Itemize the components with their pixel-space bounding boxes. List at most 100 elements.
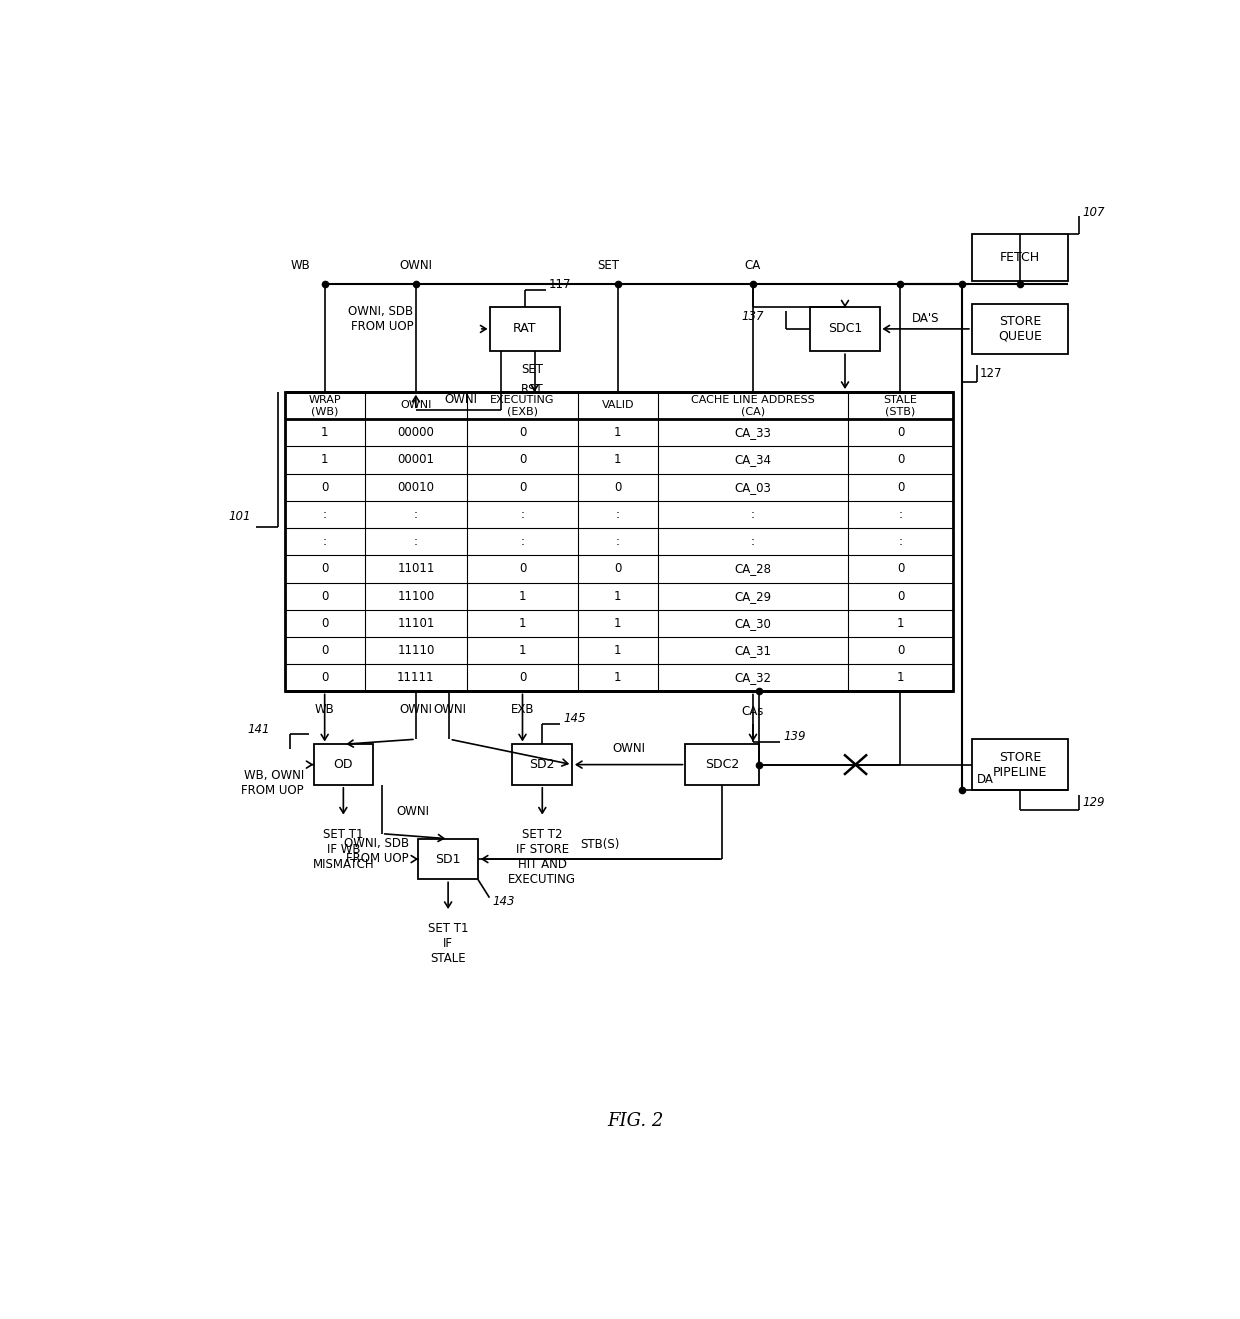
Text: OD: OD (334, 758, 353, 772)
Text: OWNI: OWNI (444, 393, 477, 406)
Text: 0: 0 (321, 644, 329, 657)
Text: RST: RST (521, 384, 544, 396)
Text: :: : (616, 536, 620, 549)
Text: :: : (322, 508, 326, 521)
Text: 0: 0 (897, 644, 904, 657)
Bar (490, 306, 559, 351)
Text: CACHE LINE ADDRESS
(CA): CACHE LINE ADDRESS (CA) (691, 394, 815, 417)
Text: OWNI: OWNI (399, 703, 433, 716)
Text: 0: 0 (897, 562, 904, 575)
Text: 00001: 00001 (397, 454, 434, 467)
Text: RAT: RAT (513, 322, 537, 335)
Text: FETCH: FETCH (999, 252, 1040, 264)
Text: EXB: EXB (511, 703, 534, 716)
Text: 0: 0 (518, 426, 526, 439)
Text: 1: 1 (614, 426, 621, 439)
Text: 11100: 11100 (397, 590, 434, 603)
Text: 0: 0 (518, 480, 526, 493)
Bar (972, 739, 1068, 790)
Text: SET: SET (522, 363, 543, 376)
Text: 137: 137 (742, 310, 764, 323)
Text: CA_30: CA_30 (734, 617, 771, 630)
Text: 1: 1 (614, 617, 621, 630)
Text: 0: 0 (897, 480, 904, 493)
Text: WB, OWNI
FROM UOP: WB, OWNI FROM UOP (242, 769, 304, 797)
Text: SET: SET (598, 260, 619, 273)
Text: CA_32: CA_32 (734, 671, 771, 685)
Text: DA'S: DA'S (911, 313, 940, 326)
Text: CA_28: CA_28 (734, 562, 771, 575)
Text: SET T1
IF WB
MISMATCH: SET T1 IF WB MISMATCH (312, 827, 374, 871)
Text: SD1: SD1 (435, 852, 461, 865)
Text: 143: 143 (492, 896, 515, 909)
Text: OWNI: OWNI (399, 260, 433, 273)
Text: CA_34: CA_34 (734, 454, 771, 467)
Text: :: : (751, 508, 755, 521)
Bar (512, 744, 572, 785)
Text: 0: 0 (614, 562, 621, 575)
Text: :: : (899, 536, 903, 549)
Text: STB(S): STB(S) (580, 839, 620, 851)
Text: 1: 1 (897, 671, 904, 685)
Text: 00010: 00010 (397, 480, 434, 493)
Text: 145: 145 (563, 712, 587, 725)
Text: 117: 117 (549, 278, 572, 290)
Text: 11111: 11111 (397, 671, 434, 685)
Bar (686, 744, 759, 785)
Text: :: : (414, 508, 418, 521)
Text: 1: 1 (614, 644, 621, 657)
Text: 0: 0 (614, 480, 621, 493)
Bar (314, 744, 373, 785)
Text: 141: 141 (248, 723, 270, 736)
Text: 1: 1 (518, 590, 526, 603)
Text: CA_31: CA_31 (734, 644, 771, 657)
Text: :: : (899, 508, 903, 521)
Text: OWNI: OWNI (613, 741, 645, 754)
Text: 0: 0 (321, 671, 329, 685)
Text: EXECUTING
(EXB): EXECUTING (EXB) (490, 394, 554, 417)
Text: 0: 0 (897, 426, 904, 439)
Text: CA_29: CA_29 (734, 590, 771, 603)
Text: 0: 0 (897, 590, 904, 603)
Text: OWNI: OWNI (433, 703, 466, 716)
Text: 11110: 11110 (397, 644, 434, 657)
Text: CA_33: CA_33 (734, 426, 771, 439)
Text: 0: 0 (321, 590, 329, 603)
Text: 127: 127 (980, 367, 1002, 380)
Text: 1: 1 (614, 454, 621, 467)
Text: SDC2: SDC2 (704, 758, 739, 772)
Text: DA: DA (977, 773, 993, 786)
Text: WB: WB (290, 260, 310, 273)
Text: :: : (521, 536, 525, 549)
Text: :: : (521, 508, 525, 521)
Text: WRAP
(WB): WRAP (WB) (309, 394, 341, 417)
Text: :: : (322, 536, 326, 549)
Text: WB: WB (315, 703, 335, 716)
Bar (972, 303, 1068, 355)
Text: 1: 1 (518, 644, 526, 657)
Text: 1: 1 (321, 454, 329, 467)
Text: 0: 0 (321, 480, 329, 493)
Text: SD2: SD2 (529, 758, 556, 772)
Text: 1: 1 (614, 590, 621, 603)
Text: OWNI: OWNI (401, 401, 432, 410)
Text: STORE
PIPELINE: STORE PIPELINE (993, 751, 1047, 778)
Text: OWNI, SDB
FROM UOP: OWNI, SDB FROM UOP (343, 838, 409, 865)
Text: 107: 107 (1083, 206, 1105, 219)
Text: OWNI: OWNI (397, 806, 429, 818)
Text: 1: 1 (321, 426, 329, 439)
Text: SET T2
IF STORE
HIT AND
EXECUTING: SET T2 IF STORE HIT AND EXECUTING (508, 827, 577, 885)
Text: SDC1: SDC1 (828, 322, 862, 335)
Text: 0: 0 (321, 617, 329, 630)
Text: CA: CA (745, 260, 761, 273)
Bar (418, 839, 477, 880)
Text: FIG. 2: FIG. 2 (608, 1112, 663, 1130)
Text: 129: 129 (1083, 795, 1105, 809)
Text: 139: 139 (784, 729, 806, 743)
Text: 1: 1 (614, 671, 621, 685)
Text: 101: 101 (228, 510, 250, 524)
Text: STORE
QUEUE: STORE QUEUE (998, 315, 1042, 343)
Bar (972, 235, 1068, 281)
Text: 0: 0 (518, 562, 526, 575)
Text: STALE
(STB): STALE (STB) (884, 394, 918, 417)
